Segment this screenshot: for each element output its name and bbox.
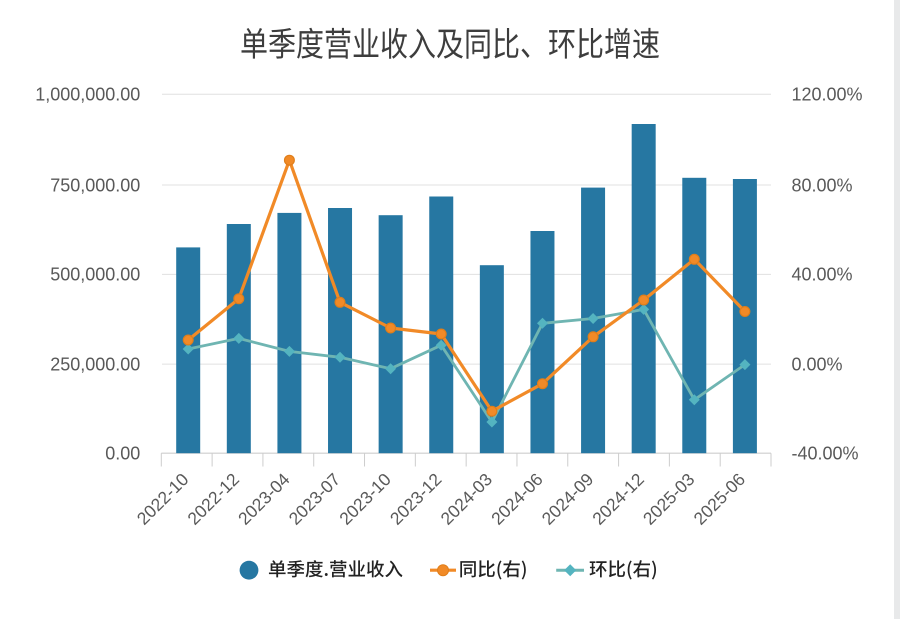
svg-text:1,000,000.00: 1,000,000.00 [35, 85, 140, 105]
svg-text:40.00%: 40.00% [792, 265, 853, 285]
svg-text:80.00%: 80.00% [792, 175, 853, 195]
svg-text:250,000.00: 250,000.00 [50, 354, 140, 374]
svg-text:750,000.00: 750,000.00 [50, 175, 140, 195]
svg-text:120.00%: 120.00% [792, 85, 863, 105]
svg-text:0.00%: 0.00% [792, 354, 843, 374]
svg-text:500,000.00: 500,000.00 [50, 265, 140, 285]
svg-text:-40.00%: -40.00% [792, 444, 859, 464]
svg-text:0.00: 0.00 [105, 444, 140, 464]
